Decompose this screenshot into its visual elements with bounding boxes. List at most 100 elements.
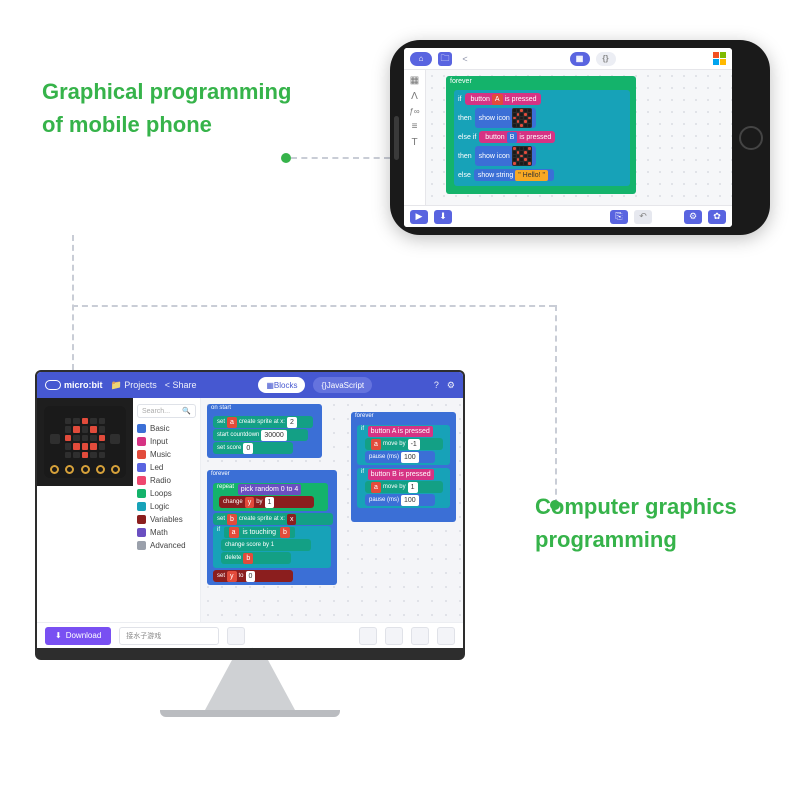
category-led[interactable]: Led <box>137 461 196 474</box>
phone-device: ⌂ 🗀 < ▦ {} ▦ Λ ƒ∞ ≡ T forever <box>390 40 770 235</box>
zoom-in-button[interactable] <box>437 627 455 645</box>
led-matrix-icon <box>512 146 532 166</box>
zoom-out-button[interactable] <box>411 627 429 645</box>
block-input-b[interactable]: button B is pressed <box>479 131 555 143</box>
download-icon[interactable]: ⬇ <box>434 210 452 224</box>
palette-icon[interactable]: ▦ <box>410 76 419 86</box>
microbit-button-a[interactable] <box>50 434 60 444</box>
mobile-label: Graphical programming of mobile phone <box>42 75 291 141</box>
palette-icon[interactable]: ƒ∞ <box>409 108 419 116</box>
undo-button[interactable] <box>359 627 377 645</box>
microbit-led-matrix <box>65 418 105 458</box>
category-palette: Search... 🔍 BasicInputMusicLedRadioLoops… <box>133 398 201 622</box>
computer-label: Computer graphics programming <box>535 490 737 556</box>
phone-speaker <box>394 116 399 160</box>
block-sprite2[interactable]: set b create sprite at x: x <box>213 513 333 525</box>
settings-button[interactable]: ⚙ <box>684 210 702 224</box>
share-icon[interactable]: < <box>458 52 472 66</box>
microbit-edge-pads <box>50 465 120 475</box>
undo-button[interactable]: ↶ <box>634 210 652 224</box>
block-setscore[interactable]: set score 0 <box>213 442 293 454</box>
play-button[interactable]: ▶ <box>410 210 428 224</box>
folder-icon[interactable]: 🗀 <box>438 52 452 66</box>
category-radio[interactable]: Radio <box>137 474 196 487</box>
editor-bottombar: ⬇ Download 接水子游戏 <box>37 622 463 648</box>
category-variables[interactable]: Variables <box>137 513 196 526</box>
mobile-label-line2: of mobile phone <box>42 112 212 137</box>
windows-icon[interactable] <box>713 52 726 65</box>
block-pause-a[interactable]: pause (ms) 100 <box>365 451 435 463</box>
category-loops[interactable]: Loops <box>137 487 196 500</box>
block-changevar[interactable]: change y by 1 <box>219 496 314 508</box>
connector-dot-bottom <box>550 500 560 510</box>
block-move-b[interactable]: a move by 1 <box>365 481 443 493</box>
block-setvar[interactable]: set y to 0 <box>213 570 293 582</box>
phone-topbar: ⌂ 🗀 < ▦ {} <box>404 48 732 70</box>
category-input[interactable]: Input <box>137 435 196 448</box>
projects-button[interactable]: 📁 Projects <box>111 380 157 391</box>
help-icon[interactable]: ? <box>434 380 439 390</box>
block-show-icon[interactable]: show icon <box>475 146 536 166</box>
settings-icon[interactable]: ⚙ <box>447 380 455 391</box>
connector-line-right-v <box>555 305 557 505</box>
chip-b: B <box>507 132 518 143</box>
category-music[interactable]: Music <box>137 448 196 461</box>
phone-home-button[interactable] <box>739 126 763 150</box>
brand-logo: micro:bit <box>45 380 103 390</box>
project-name-input[interactable]: 接水子游戏 <box>119 627 219 645</box>
palette-icon[interactable]: T <box>411 138 417 148</box>
editor-topbar: micro:bit 📁 Projects < Share ▦ Blocks {}… <box>37 372 463 398</box>
chip-a: A <box>492 94 503 105</box>
share-button[interactable]: < Share <box>165 380 197 390</box>
blocks-toggle[interactable]: ▦ <box>570 52 590 66</box>
category-basic[interactable]: Basic <box>137 422 196 435</box>
microbit-button-b[interactable] <box>110 434 120 444</box>
monitor-frame: micro:bit 📁 Projects < Share ▦ Blocks {}… <box>35 370 465 660</box>
category-logic[interactable]: Logic <box>137 500 196 513</box>
category-math[interactable]: Math <box>137 526 196 539</box>
blocks-tab[interactable]: ▦ Blocks <box>258 377 305 393</box>
block-delete[interactable]: delete b <box>221 552 291 564</box>
block-changescore[interactable]: change score by 1 <box>221 539 311 551</box>
brand-oval <box>45 380 61 390</box>
copy-button[interactable]: ⎘ <box>610 210 628 224</box>
block-sprite[interactable]: set a create sprite at x: 2 <box>213 416 313 428</box>
block-show-string[interactable]: show string " Hello! " <box>474 169 554 181</box>
microbit-board <box>44 406 126 478</box>
connector-line-bottom <box>72 305 555 307</box>
save-button[interactable] <box>227 627 245 645</box>
led-matrix-icon <box>512 108 532 128</box>
connector-line-top <box>291 157 390 159</box>
connector-line-left-v <box>72 235 74 370</box>
search-icon: 🔍 <box>182 407 191 415</box>
search-input[interactable]: Search... 🔍 <box>137 404 196 418</box>
simulator[interactable] <box>37 398 133 486</box>
palette-icon[interactable]: Λ <box>411 92 418 102</box>
computer-label-line1: Computer graphics <box>535 494 737 519</box>
connector-dot-top <box>281 153 291 163</box>
block-pause-b[interactable]: pause (ms) 100 <box>365 494 435 506</box>
palette-icon[interactable]: ≡ <box>412 122 418 132</box>
block-input-a[interactable]: button A is pressed <box>465 93 541 105</box>
monitor-device: micro:bit 📁 Projects < Share ▦ Blocks {}… <box>35 370 465 717</box>
phone-body: ▦ Λ ƒ∞ ≡ T forever if button A is pre <box>404 70 732 205</box>
block-logic[interactable]: if button A is pressed then show icon <box>454 90 630 186</box>
block-show-icon[interactable]: show icon <box>475 108 536 128</box>
phone-palette: ▦ Λ ƒ∞ ≡ T <box>404 70 426 205</box>
js-toggle[interactable]: {} <box>596 52 616 66</box>
computer-label-line2: programming <box>535 527 677 552</box>
category-advanced[interactable]: Advanced <box>137 539 196 552</box>
gear2-button[interactable]: ✿ <box>708 210 726 224</box>
phone-canvas[interactable]: forever if button A is pressed then <box>426 70 732 205</box>
simulator-panel <box>37 398 133 622</box>
download-button[interactable]: ⬇ Download <box>45 627 111 645</box>
home-icon[interactable]: ⌂ <box>410 52 432 66</box>
hello-chip: " Hello! " <box>515 170 548 181</box>
phone-bottombar: ▶ ⬇ ⎘ ↶ ⚙ ✿ <box>404 205 732 227</box>
block-countdown[interactable]: start countdown 30000 <box>213 429 308 441</box>
redo-button[interactable] <box>385 627 403 645</box>
code-canvas[interactable]: on start set a create sprite at x: 2 sta… <box>201 398 463 622</box>
monitor-base <box>160 710 340 717</box>
javascript-tab[interactable]: {} JavaScript <box>313 377 372 393</box>
block-move-a[interactable]: a move by -1 <box>365 438 443 450</box>
